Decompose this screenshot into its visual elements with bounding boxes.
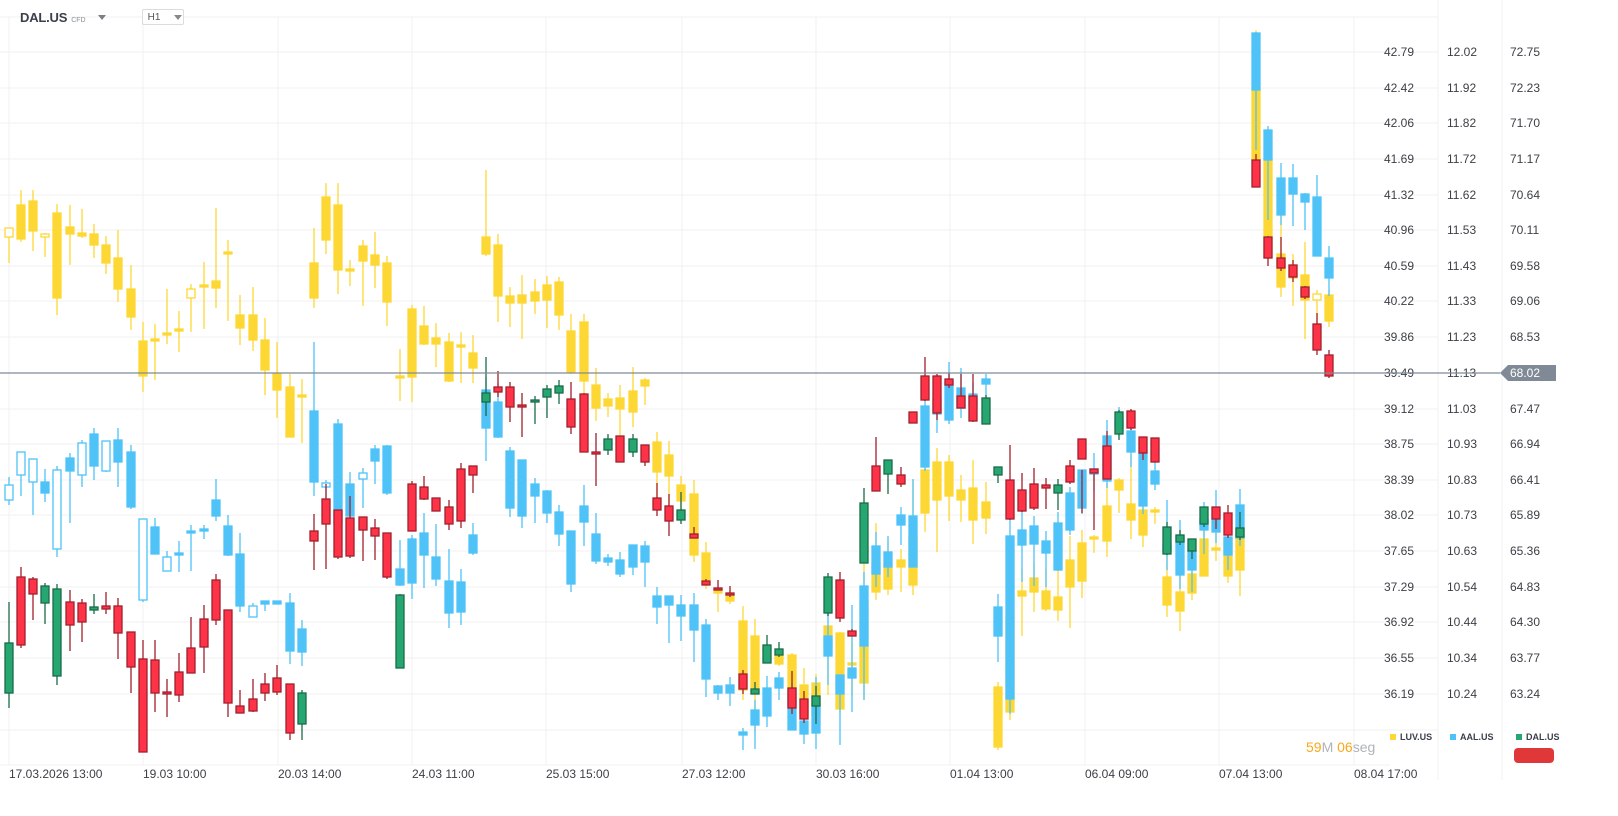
svg-text:30.03 16:00: 30.03 16:00 [816,767,880,781]
timeframe-value: H1 [147,11,161,23]
svg-text:10.73: 10.73 [1447,508,1477,522]
svg-text:11.33: 11.33 [1447,294,1476,308]
svg-text:36.55: 36.55 [1384,651,1414,665]
svg-text:11.23: 11.23 [1447,330,1476,344]
price-axes: 42.79 42.42 42.06 41.69 41.32 40.96 40.59 40.22… [1384,45,1540,701]
svg-text:66.41: 66.41 [1510,473,1540,487]
svg-text:65.89: 65.89 [1510,508,1540,522]
svg-text:36.92: 36.92 [1384,615,1414,629]
svg-text:68.53: 68.53 [1510,330,1540,344]
countdown-seconds: 06 [1337,739,1353,755]
svg-text:06.04 09:00: 06.04 09:00 [1085,767,1149,781]
svg-text:40.96: 40.96 [1384,223,1414,237]
svg-text:10.63: 10.63 [1447,544,1477,558]
svg-text:11.82: 11.82 [1447,116,1476,130]
svg-text:40.59: 40.59 [1384,259,1414,273]
svg-text:41.32: 41.32 [1384,188,1414,202]
legend-item-aal[interactable]: AAL.US [1450,732,1494,742]
svg-text:64.83: 64.83 [1510,580,1540,594]
svg-text:42.79: 42.79 [1384,45,1414,59]
svg-text:27.03 12:00: 27.03 12:00 [682,767,746,781]
svg-text:10.34: 10.34 [1447,651,1477,665]
svg-text:10.44: 10.44 [1447,615,1477,629]
svg-text:10.24: 10.24 [1447,687,1477,701]
svg-text:37.65: 37.65 [1384,544,1414,558]
svg-text:69.06: 69.06 [1510,294,1540,308]
svg-text:08.04 17:00: 08.04 17:00 [1354,767,1418,781]
svg-text:38.39: 38.39 [1384,473,1414,487]
current-price-tag: 68.02 [1500,365,1556,381]
svg-text:17.03.2026 13:00: 17.03.2026 13:00 [9,767,103,781]
svg-text:72.23: 72.23 [1510,81,1540,95]
legend-swatch-icon [1450,734,1456,740]
svg-text:63.77: 63.77 [1510,651,1540,665]
svg-text:10.54: 10.54 [1447,580,1477,594]
svg-text:69.58: 69.58 [1510,259,1540,273]
chart-toolbar: DAL.US CFD H1 [0,0,1390,34]
svg-text:11.03: 11.03 [1447,402,1476,416]
chevron-down-icon[interactable] [174,14,183,20]
timeframe-select[interactable]: H1 [141,9,184,25]
svg-text:71.17: 71.17 [1510,152,1540,166]
time-axis: 17.03.2026 13:00 19.03 10:00 20.03 14:00 24… [9,767,1418,781]
svg-text:38.02: 38.02 [1384,508,1414,522]
svg-text:20.03 14:00: 20.03 14:00 [278,767,342,781]
legend-label: AAL.US [1460,732,1494,742]
symbol-selector[interactable]: DAL.US CFD [20,10,106,25]
candles-layer [4,30,1334,753]
svg-text:10.83: 10.83 [1447,473,1477,487]
svg-text:68.02: 68.02 [1510,366,1540,380]
symbol-name: DAL.US [20,9,68,25]
svg-text:19.03 10:00: 19.03 10:00 [143,767,207,781]
svg-text:41.69: 41.69 [1384,152,1414,166]
svg-text:11.72: 11.72 [1447,152,1476,166]
svg-text:24.03 11:00: 24.03 11:00 [412,767,475,781]
svg-text:42.06: 42.06 [1384,116,1414,130]
svg-text:11.43: 11.43 [1447,259,1476,273]
svg-text:70.11: 70.11 [1510,223,1539,237]
svg-text:67.47: 67.47 [1510,402,1540,416]
svg-text:64.30: 64.30 [1510,615,1540,629]
legend-swatch-icon [1390,734,1396,740]
svg-text:07.04 13:00: 07.04 13:00 [1219,767,1283,781]
svg-text:36.19: 36.19 [1384,687,1414,701]
svg-text:25.03 15:00: 25.03 15:00 [546,767,610,781]
countdown-minutes-unit: M [1321,739,1334,755]
svg-text:39.86: 39.86 [1384,330,1414,344]
svg-text:37.29: 37.29 [1384,580,1414,594]
countdown-minutes: 59 [1306,739,1322,755]
symbol-type-badge: CFD [71,16,86,24]
svg-text:38.75: 38.75 [1384,437,1414,451]
svg-text:40.22: 40.22 [1384,294,1414,308]
svg-text:01.04 13:00: 01.04 13:00 [950,767,1014,781]
legend-item-luv[interactable]: LUV.US [1390,732,1432,742]
svg-text:11.92: 11.92 [1447,81,1476,95]
svg-text:71.70: 71.70 [1510,116,1540,130]
svg-text:42.42: 42.42 [1384,81,1414,95]
svg-text:66.94: 66.94 [1510,437,1540,451]
svg-text:63.24: 63.24 [1510,687,1540,701]
svg-text:10.93: 10.93 [1447,437,1477,451]
legend-label: DAL.US [1526,732,1560,742]
svg-text:65.36: 65.36 [1510,544,1540,558]
chevron-down-icon[interactable] [97,14,106,20]
svg-text:72.75: 72.75 [1510,45,1540,59]
svg-text:39.12: 39.12 [1384,402,1414,416]
candle-countdown: 59M 06seg [1306,739,1375,755]
svg-text:11.62: 11.62 [1447,188,1476,202]
countdown-seconds-unit: seg [1352,739,1376,755]
svg-text:11.53: 11.53 [1447,223,1476,237]
legend-swatch-icon [1516,734,1522,740]
legend-label: LUV.US [1400,732,1433,742]
svg-text:12.02: 12.02 [1447,45,1477,59]
remove-series-button[interactable] [1514,748,1554,763]
svg-text:70.64: 70.64 [1510,188,1540,202]
legend-item-dal[interactable]: DAL.US [1516,732,1560,742]
